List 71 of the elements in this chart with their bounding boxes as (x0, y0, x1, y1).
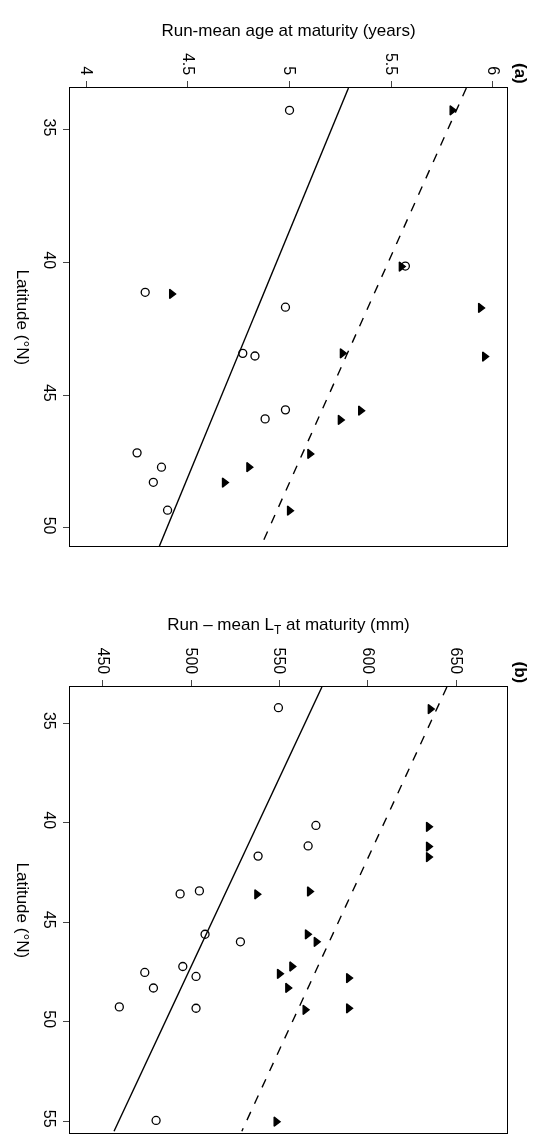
y-tick-label: 35 (40, 711, 58, 730)
point (304, 929, 313, 940)
point (311, 820, 321, 831)
point (289, 961, 297, 972)
point (162, 505, 173, 515)
point (254, 889, 262, 900)
point (425, 841, 434, 852)
x-tick-label: 5 (281, 66, 299, 76)
y-axis-title: Latitude (°N) (12, 862, 32, 959)
point (221, 477, 230, 488)
point (148, 477, 158, 487)
point (477, 302, 486, 314)
point (200, 929, 210, 939)
x-tick-label: 550 (271, 647, 289, 675)
x-tick-label: 450 (94, 647, 112, 675)
x-axis-title: Run – mean L$_{T}$ at maturity (mm) (167, 615, 410, 637)
y-tick-label: 50 (40, 516, 58, 535)
point (276, 968, 285, 980)
x-tick-label: 6 (484, 66, 502, 76)
point (306, 886, 315, 897)
point (449, 105, 457, 116)
x-tick-label: 500 (182, 647, 200, 675)
point (238, 348, 248, 358)
point (175, 889, 185, 899)
point (284, 105, 295, 115)
x-axis-title: Run-mean age at maturity (years) (161, 20, 416, 40)
point (148, 983, 159, 993)
point (339, 348, 348, 359)
x-tick-label: 650 (448, 647, 466, 675)
y-tick-label: 40 (40, 811, 58, 830)
point (253, 851, 263, 861)
point (132, 448, 142, 458)
point (250, 351, 260, 361)
point (280, 302, 291, 312)
x-tick-label: 4.5 (179, 52, 197, 76)
y-axis-title: Latitude (°N) (12, 269, 32, 366)
point (156, 462, 167, 472)
y-tick-label: 55 (40, 1109, 58, 1128)
point (345, 972, 354, 984)
point (191, 1003, 201, 1013)
point (151, 1115, 161, 1126)
point (235, 937, 246, 947)
point (178, 961, 188, 972)
x-tick-label: 4 (78, 66, 96, 76)
y-tick-label: 45 (40, 910, 58, 929)
point (358, 405, 366, 416)
point (273, 703, 284, 713)
point (140, 967, 150, 978)
text: (a) (511, 63, 530, 84)
point (140, 287, 150, 297)
point (303, 841, 313, 851)
text: (b) (510, 661, 530, 684)
x-tick-label: 600 (359, 647, 377, 675)
y-tick-label: 50 (40, 1010, 58, 1029)
point (280, 405, 291, 415)
point (194, 886, 205, 896)
x-tick-label: 5.5 (382, 52, 400, 76)
point (286, 505, 295, 516)
point (168, 288, 177, 300)
point (114, 1002, 124, 1012)
point (425, 821, 434, 833)
point (398, 261, 406, 272)
point (273, 1116, 281, 1127)
y-tick-label: 45 (40, 383, 58, 402)
point (260, 414, 270, 424)
point (191, 971, 201, 982)
point (345, 1003, 354, 1014)
point (425, 851, 434, 863)
y-tick-label: 35 (40, 118, 58, 137)
point (481, 351, 490, 362)
y-tick-label: 40 (40, 251, 58, 270)
